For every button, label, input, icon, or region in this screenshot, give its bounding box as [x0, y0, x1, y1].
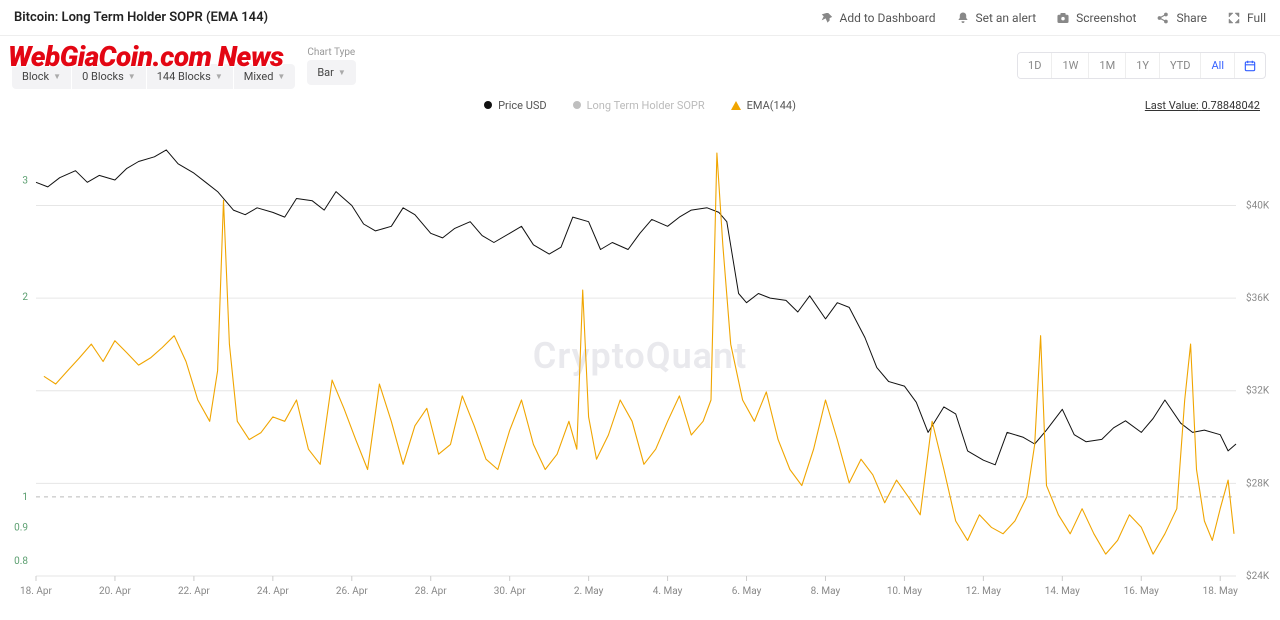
action-label: Set an alert: [976, 11, 1037, 25]
svg-text:$40K: $40K: [1246, 198, 1270, 211]
svg-text:18. May: 18. May: [1203, 586, 1238, 597]
calendar-button[interactable]: [1235, 55, 1265, 77]
range-1y[interactable]: 1Y: [1126, 53, 1160, 78]
svg-text:12. May: 12. May: [966, 586, 1001, 597]
action-label: Share: [1176, 11, 1207, 25]
full-action[interactable]: Full: [1227, 11, 1266, 25]
svg-text:3: 3: [22, 175, 28, 186]
set-alert-action[interactable]: Set an alert: [956, 11, 1037, 25]
svg-text:26. Apr: 26. Apr: [336, 586, 368, 597]
pill-144blocks[interactable]: 144 Blocks▼: [147, 64, 234, 89]
pill-mixed[interactable]: Mixed▼: [234, 64, 296, 89]
action-label: Add to Dashboard: [840, 11, 936, 25]
svg-text:14. May: 14. May: [1045, 586, 1080, 597]
svg-text:6. May: 6. May: [732, 586, 762, 597]
chart-area[interactable]: CryptoQuant $24K$28K$32K$36K$40K0.80.912…: [0, 116, 1280, 616]
add-dashboard-action[interactable]: Add to Dashboard: [820, 11, 936, 25]
svg-text:28. Apr: 28. Apr: [415, 586, 447, 597]
range-1w[interactable]: 1W: [1052, 53, 1089, 78]
legend: Price USD Long Term Holder SOPR EMA(144)…: [0, 94, 1280, 116]
svg-text:$32K: $32K: [1246, 384, 1270, 397]
time-range-group: 1D1W1M1YYTDAll: [1017, 52, 1266, 79]
share-icon: [1156, 11, 1170, 25]
svg-text:8. May: 8. May: [811, 586, 841, 597]
range-ytd[interactable]: YTD: [1160, 53, 1201, 78]
svg-text:$24K: $24K: [1246, 569, 1270, 582]
svg-text:$36K: $36K: [1246, 291, 1270, 304]
svg-text:16. May: 16. May: [1124, 586, 1159, 597]
pin-icon: [820, 11, 834, 25]
svg-text:2: 2: [22, 292, 28, 303]
svg-text:20. Apr: 20. Apr: [99, 586, 131, 597]
range-1m[interactable]: 1M: [1089, 53, 1126, 78]
chart-type-heading: Chart Type: [307, 47, 356, 58]
settings-pill-group: Block▼ 0 Blocks▼ 144 Blocks▼ Mixed▼: [12, 64, 295, 89]
range-all[interactable]: All: [1201, 53, 1235, 78]
expand-icon: [1227, 11, 1241, 25]
triangle-icon: [731, 101, 741, 110]
dot-icon: [573, 101, 581, 109]
action-label: Full: [1247, 11, 1266, 25]
svg-text:10. May: 10. May: [887, 586, 922, 597]
svg-text:30. Apr: 30. Apr: [494, 586, 526, 597]
svg-text:1: 1: [22, 492, 28, 503]
pill-0blocks[interactable]: 0 Blocks▼: [72, 64, 147, 89]
svg-text:24. Apr: 24. Apr: [257, 586, 289, 597]
svg-text:0.8: 0.8: [14, 556, 28, 567]
legend-price[interactable]: Price USD: [484, 99, 547, 112]
svg-text:$28K: $28K: [1246, 476, 1270, 489]
action-label: Screenshot: [1076, 11, 1136, 25]
pill-block[interactable]: Block▼: [12, 64, 72, 89]
camera-icon: [1056, 11, 1070, 25]
last-value[interactable]: Last Value: 0.78848042: [1145, 99, 1260, 112]
share-action[interactable]: Share: [1156, 11, 1207, 25]
svg-text:0.9: 0.9: [14, 522, 28, 533]
svg-text:4. May: 4. May: [653, 586, 683, 597]
page-title: Bitcoin: Long Term Holder SOPR (EMA 144): [14, 10, 268, 25]
pill-chart-type[interactable]: Bar▼: [307, 60, 356, 85]
legend-sopr[interactable]: Long Term Holder SOPR: [573, 99, 705, 112]
bell-icon: [956, 11, 970, 25]
screenshot-action[interactable]: Screenshot: [1056, 11, 1136, 25]
svg-text:22. Apr: 22. Apr: [178, 586, 210, 597]
range-1d[interactable]: 1D: [1018, 53, 1052, 78]
dot-icon: [484, 101, 492, 109]
svg-text:2. May: 2. May: [574, 586, 604, 597]
svg-text:18. Apr: 18. Apr: [20, 586, 52, 597]
legend-ema[interactable]: EMA(144): [731, 99, 796, 112]
